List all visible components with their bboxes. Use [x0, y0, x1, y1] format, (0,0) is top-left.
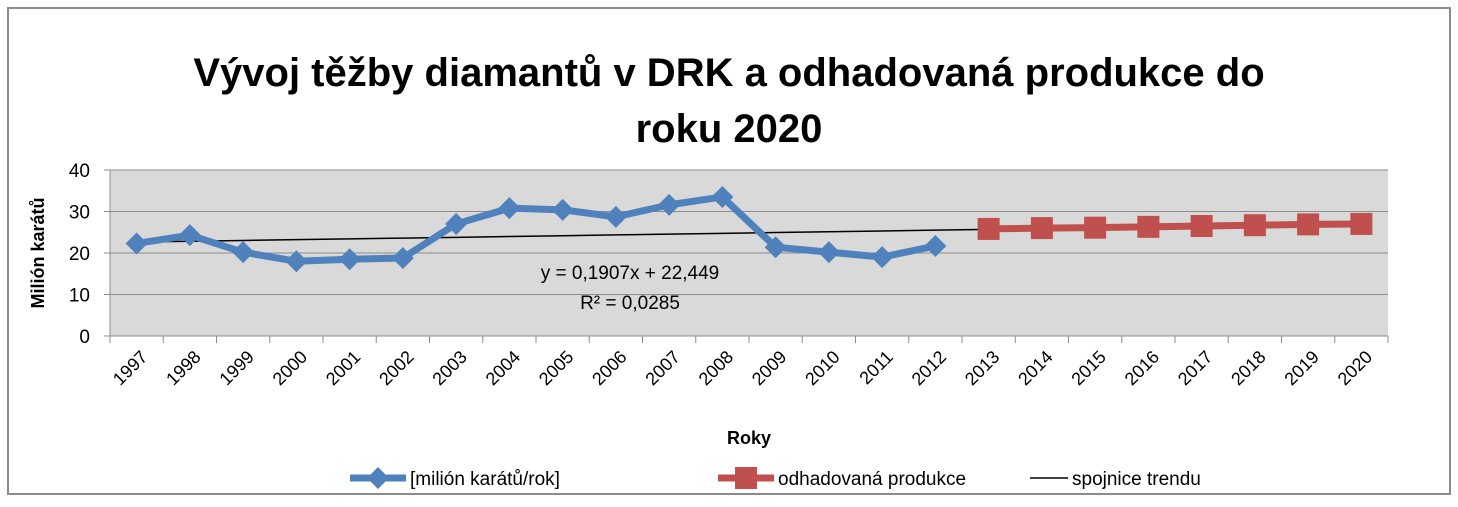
- legend-marker: [735, 467, 757, 489]
- marker: [764, 236, 787, 259]
- marker: [232, 241, 255, 264]
- marker: [285, 250, 308, 273]
- y-tick-label: 30: [69, 203, 90, 224]
- chart-title: Vývoj těžby diamantů v DRK a odhadovaná …: [193, 51, 1264, 95]
- marker: [1190, 215, 1213, 238]
- y-tick-label: 0: [79, 327, 90, 348]
- marker: [1030, 217, 1053, 240]
- y-tick-label: 10: [69, 286, 90, 307]
- marker: [1084, 216, 1107, 239]
- marker: [1297, 213, 1320, 236]
- y-tick-label: 40: [69, 161, 90, 182]
- trend-equation: y = 0,1907x + 22,449: [541, 263, 720, 284]
- marker: [498, 197, 521, 220]
- marker: [178, 224, 201, 247]
- legend-label: [milión karátů/rok]: [410, 469, 560, 490]
- marker: [924, 234, 947, 257]
- legend-marker: [367, 467, 389, 489]
- marker: [711, 185, 734, 208]
- y-tick-label: 20: [69, 244, 90, 265]
- marker: [1137, 215, 1160, 238]
- marker: [551, 198, 574, 221]
- marker: [445, 212, 468, 235]
- marker: [1350, 212, 1373, 235]
- y-axis-label: Milión karátů: [28, 197, 48, 308]
- series-line: [136, 193, 937, 265]
- marker: [338, 248, 361, 271]
- legend-label: odhadovaná produkce: [778, 469, 966, 490]
- marker: [1243, 214, 1266, 237]
- x-axis-label: Roky: [727, 428, 771, 448]
- marker: [391, 246, 414, 269]
- marker: [658, 193, 681, 216]
- marker: [977, 217, 1000, 240]
- marker: [817, 241, 840, 264]
- marker: [604, 205, 627, 228]
- marker: [125, 232, 148, 255]
- chart-title: roku 2020: [636, 107, 823, 151]
- trend-r2: R² = 0,0285: [580, 293, 680, 314]
- legend-label: spojnice trendu: [1072, 469, 1201, 490]
- marker: [871, 246, 894, 269]
